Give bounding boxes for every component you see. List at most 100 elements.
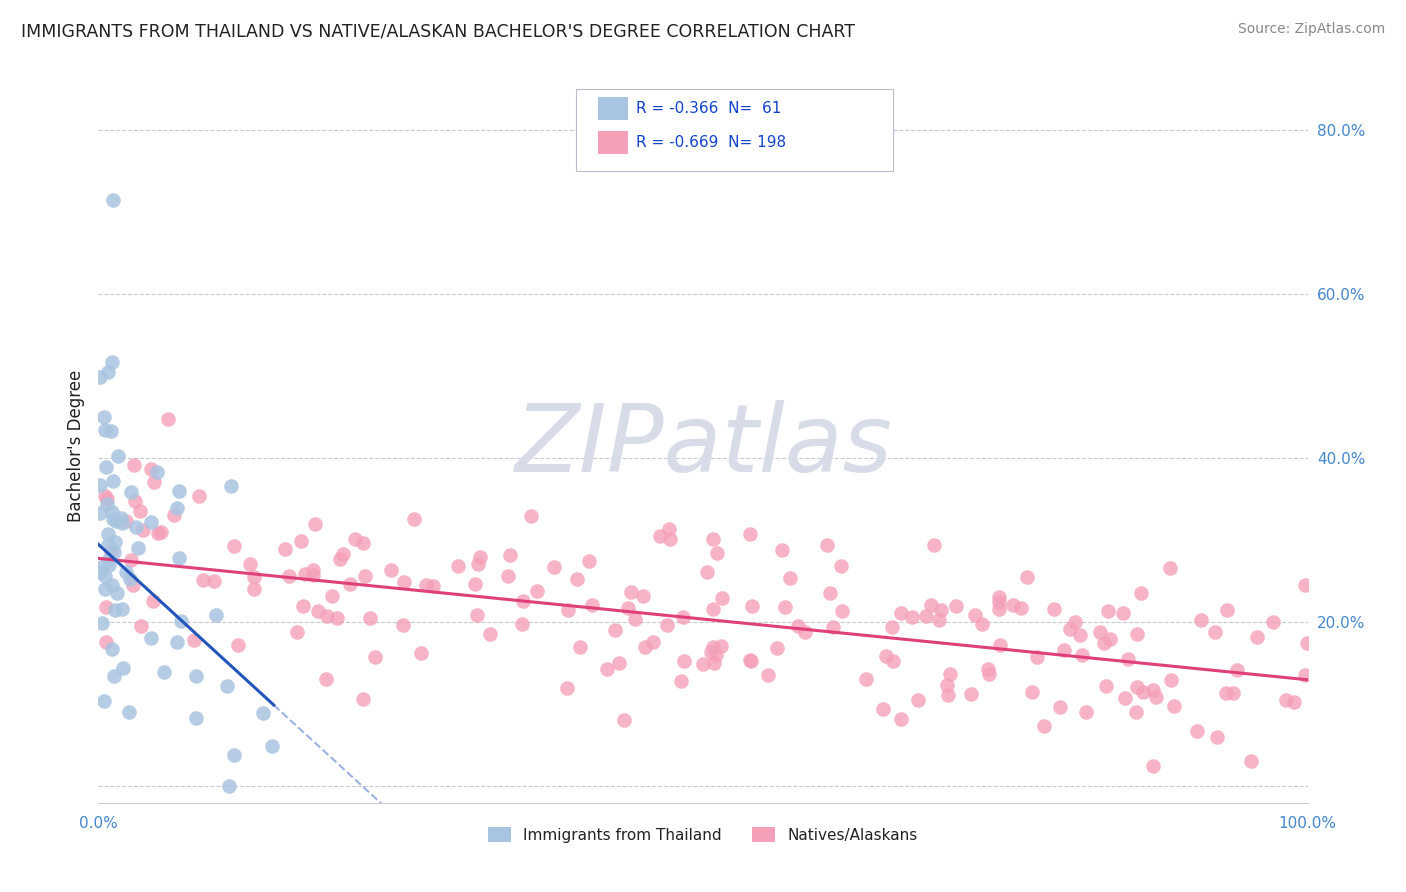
Point	[97, 558, 120, 572]
Point	[696, 565, 718, 579]
Point	[581, 598, 603, 612]
Point	[1076, 705, 1098, 719]
Point	[498, 549, 520, 563]
Point	[150, 524, 173, 539]
Point	[94, 568, 117, 582]
Point	[278, 568, 301, 582]
Point	[364, 649, 387, 664]
Point	[302, 567, 325, 582]
Point	[146, 525, 169, 540]
Point	[1125, 705, 1147, 719]
Point	[880, 620, 903, 634]
Point	[972, 617, 994, 632]
Text: R = -0.366  N=  61: R = -0.366 N= 61	[636, 102, 780, 116]
Point	[93, 558, 115, 573]
Point	[793, 625, 815, 640]
Point	[821, 619, 844, 633]
Point	[152, 665, 174, 679]
Point	[260, 739, 283, 754]
Point	[672, 610, 695, 624]
Point	[1263, 615, 1285, 630]
Point	[1097, 604, 1119, 618]
Point	[578, 554, 600, 568]
Point	[142, 593, 165, 607]
Point	[1126, 626, 1149, 640]
Point	[352, 536, 374, 550]
Point	[510, 617, 533, 632]
Point	[94, 460, 117, 475]
Point	[316, 609, 339, 624]
Point	[1126, 680, 1149, 694]
Point	[139, 631, 162, 645]
Point	[252, 706, 274, 720]
Point	[380, 563, 402, 577]
Point	[321, 589, 343, 603]
Point	[706, 546, 728, 560]
Point	[422, 579, 444, 593]
Point	[142, 475, 165, 489]
Point	[103, 669, 125, 683]
Point	[672, 654, 695, 668]
Point	[124, 494, 146, 508]
Point	[557, 603, 579, 617]
Point	[818, 586, 841, 600]
Point	[901, 610, 924, 624]
Point	[659, 532, 682, 546]
Point	[596, 662, 619, 676]
Point	[167, 551, 190, 566]
Point	[623, 612, 645, 626]
Point	[648, 529, 671, 543]
Point	[766, 641, 789, 656]
Point	[100, 505, 122, 519]
Point	[1114, 690, 1136, 705]
Point	[339, 577, 361, 591]
Point	[145, 465, 167, 479]
Point	[117, 705, 139, 719]
Point	[1295, 636, 1317, 650]
Point	[1282, 695, 1305, 709]
Legend: Immigrants from Thailand, Natives/Alaskans: Immigrants from Thailand, Natives/Alaska…	[482, 821, 924, 848]
Point	[567, 572, 589, 586]
Y-axis label: Bachelor's Degree: Bachelor's Degree	[66, 370, 84, 522]
Point	[738, 652, 761, 666]
Point	[1026, 650, 1049, 665]
Point	[1246, 630, 1268, 644]
Point	[157, 412, 180, 426]
Point	[1142, 682, 1164, 697]
Point	[96, 497, 118, 511]
Point	[89, 369, 111, 384]
Point	[94, 635, 117, 649]
Point	[122, 578, 145, 592]
Point	[1216, 603, 1239, 617]
Point	[1002, 598, 1025, 612]
Point	[239, 558, 262, 572]
Point	[343, 532, 366, 546]
Point	[692, 657, 714, 671]
Point	[120, 484, 142, 499]
Point	[882, 654, 904, 668]
Point	[100, 424, 122, 438]
Point	[243, 582, 266, 597]
Point	[703, 657, 725, 671]
Point	[1015, 570, 1038, 584]
Point	[404, 511, 426, 525]
Point	[204, 607, 226, 622]
Point	[163, 508, 186, 522]
Point	[326, 611, 349, 625]
Point	[1294, 668, 1316, 682]
Point	[392, 618, 415, 632]
Point	[93, 582, 115, 596]
Point	[1189, 613, 1212, 627]
Point	[831, 604, 853, 618]
Point	[1240, 754, 1263, 768]
Point	[467, 608, 489, 623]
Point	[1206, 730, 1229, 744]
Point	[101, 193, 124, 207]
Point	[741, 599, 763, 614]
Point	[191, 574, 214, 588]
Point	[315, 672, 337, 686]
Point	[394, 575, 416, 590]
Point	[655, 618, 678, 632]
Point	[568, 640, 591, 655]
Point	[166, 634, 188, 648]
